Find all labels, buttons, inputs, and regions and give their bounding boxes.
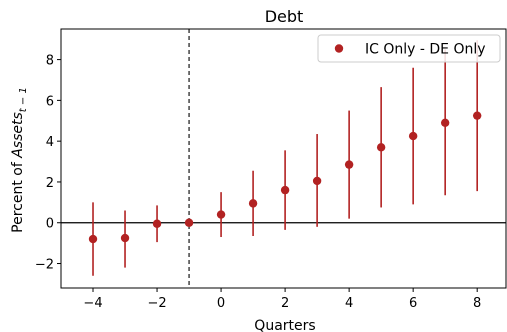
data-point [376, 143, 386, 152]
y-tick-label: −2 [35, 258, 54, 273]
data-point [408, 131, 418, 141]
legend-box [317, 34, 501, 63]
y-tick-label: 6 [46, 94, 54, 109]
data-point [184, 218, 194, 227]
data-point [120, 233, 130, 243]
x-tick-label: −2 [147, 296, 166, 311]
y-tick-label: 2 [46, 176, 54, 191]
x-tick-label: −4 [83, 296, 102, 311]
plot-frame [60, 28, 507, 289]
x-axis-label: Quarters [254, 318, 315, 332]
x-tick-label: 0 [217, 296, 225, 311]
x-tick-label: 4 [345, 296, 353, 311]
y-tick-label: 0 [46, 217, 54, 232]
y-tick-label: 4 [46, 135, 54, 150]
y-tick-label: 8 [46, 54, 54, 69]
axes-layer: −4 −2 0 2 4 6 8 −2 0 2 4 6 8 [35, 28, 507, 311]
data-point [472, 111, 482, 120]
data-point [216, 210, 226, 219]
data-point [344, 160, 354, 169]
legend: IC Only - DE Only [317, 34, 501, 63]
y-axis-label: Percent of Assetst − 1 [10, 87, 29, 233]
x-tick-label: 8 [473, 296, 481, 311]
x-tick-label: 6 [409, 296, 417, 311]
data-point [152, 219, 162, 228]
legend-label: IC Only - DE Only [365, 42, 486, 58]
data-point [88, 234, 98, 244]
chart-title: Debt [265, 7, 304, 26]
data-point [312, 176, 322, 186]
data-point [280, 185, 290, 195]
x-tick-label: 2 [281, 296, 289, 311]
data-point [248, 199, 258, 208]
legend-marker [334, 44, 344, 53]
plot-content [61, 29, 506, 288]
data-point [440, 118, 450, 128]
